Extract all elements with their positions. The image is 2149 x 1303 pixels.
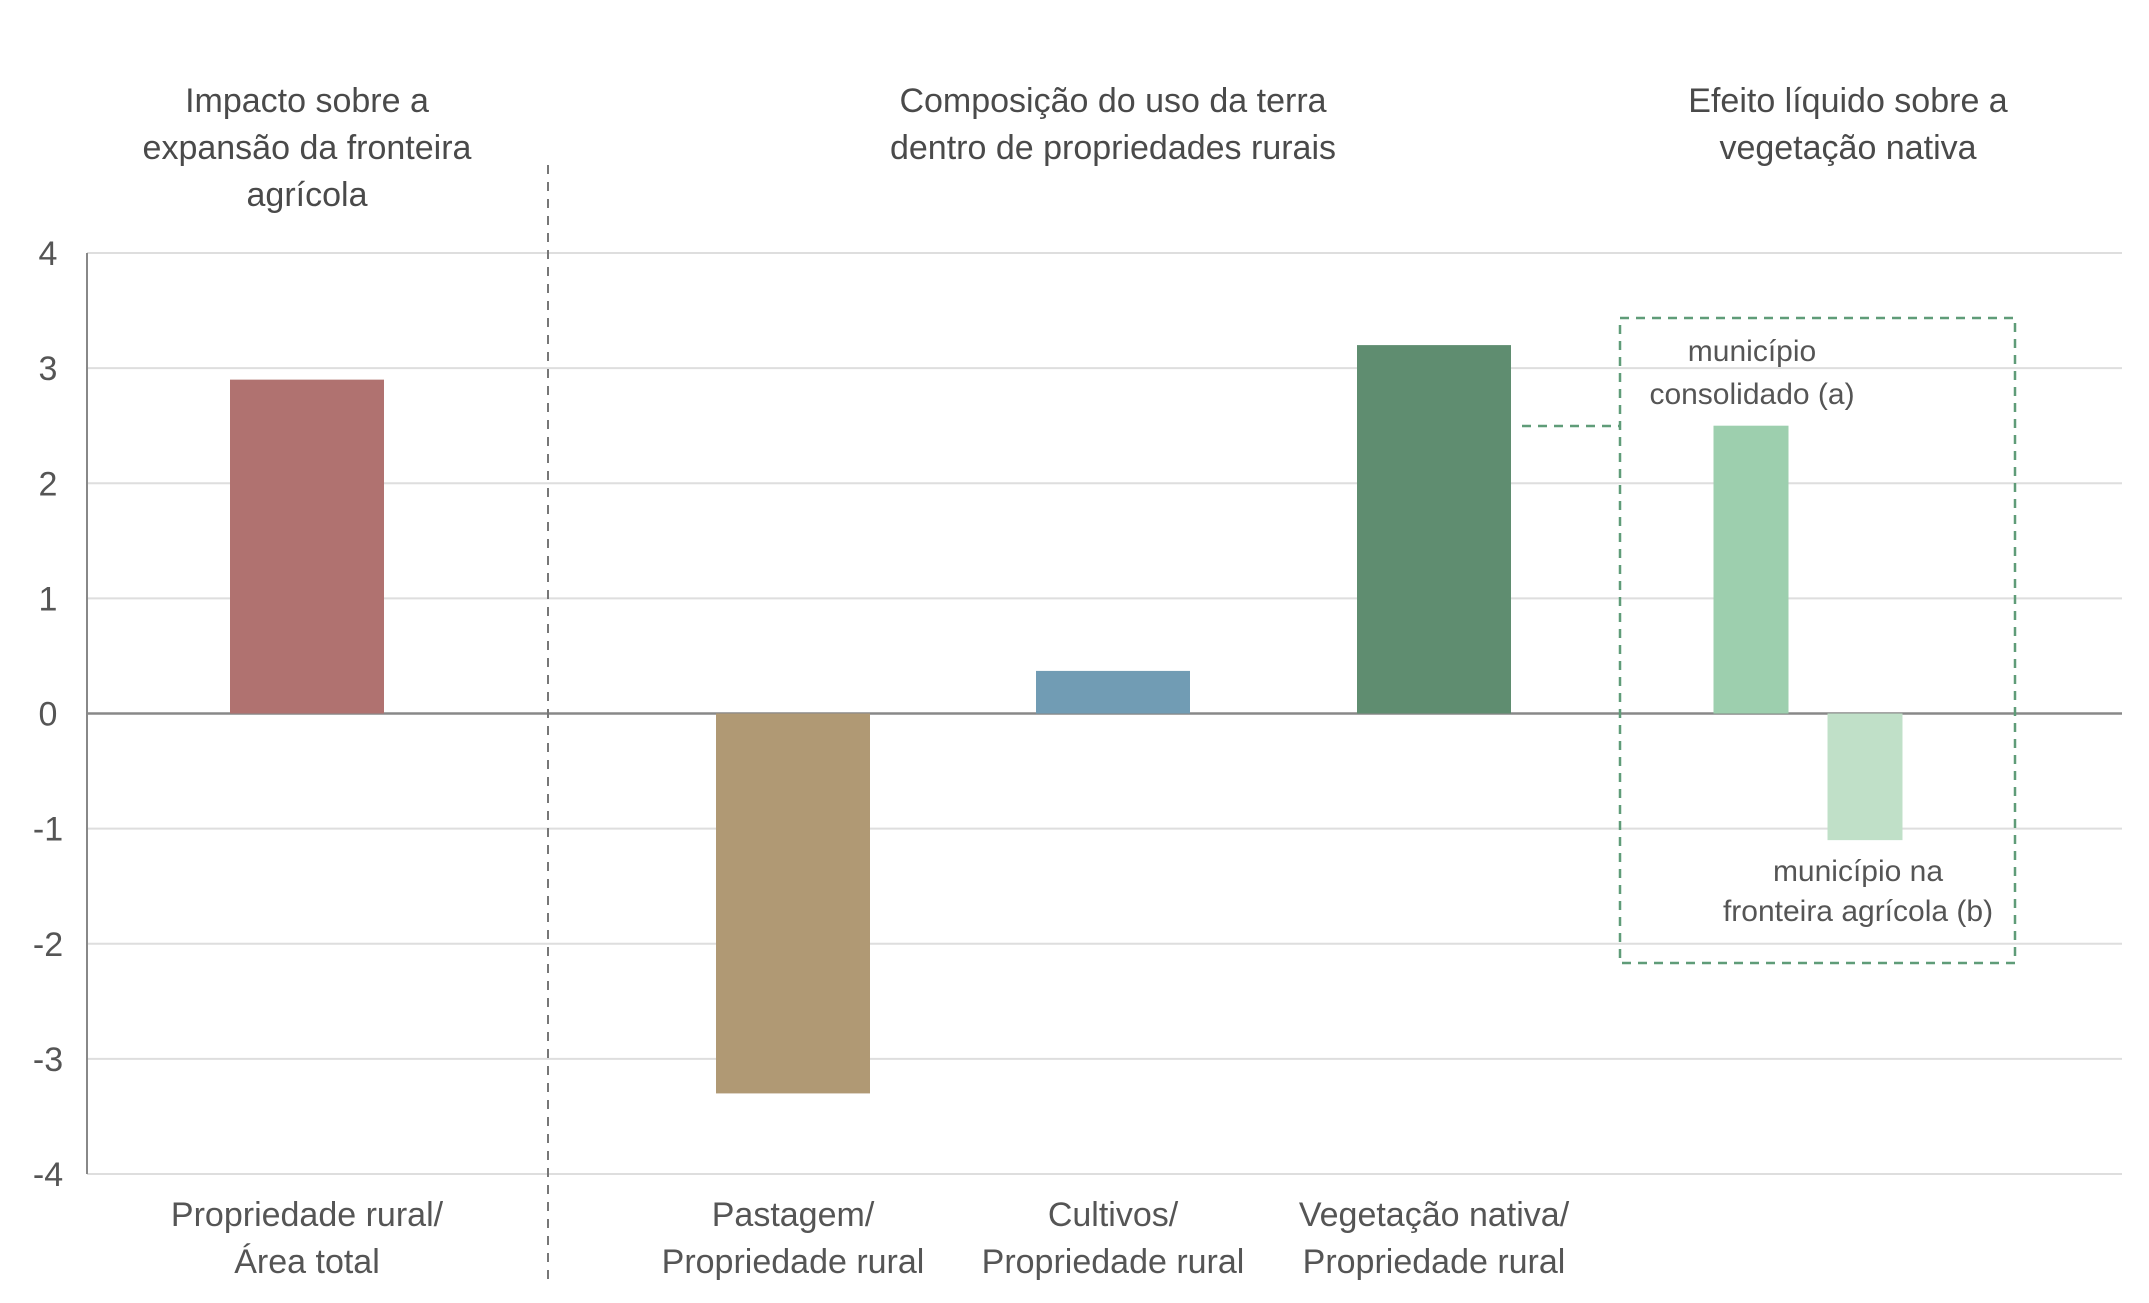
category-label-line: Vegetação nativa/ bbox=[1299, 1196, 1570, 1234]
section-title-line: agrícola bbox=[247, 176, 368, 214]
net-effect-label: município consolidado (a) bbox=[1649, 335, 1854, 411]
y-tick-label: 2 bbox=[39, 465, 58, 503]
y-tick-label: 1 bbox=[39, 580, 58, 618]
net-effect-label-line: consolidado (a) bbox=[1649, 378, 1854, 411]
section-title-line: Impacto sobre a bbox=[185, 82, 429, 120]
category-label-line: Propriedade rural/ bbox=[171, 1196, 444, 1234]
category-label-line: Cultivos/ bbox=[1048, 1196, 1179, 1234]
bar bbox=[1357, 345, 1511, 714]
section-title-line: Efeito líquido sobre a bbox=[1688, 82, 2008, 120]
category-labels: Propriedade rural/Área total Pastagem/Pro… bbox=[171, 1196, 1570, 1281]
category-label: Cultivos/Propriedade rural bbox=[982, 1196, 1245, 1281]
section-title-line: expansão da fronteira bbox=[143, 129, 472, 167]
bars bbox=[230, 345, 1903, 1094]
y-tick-label: -4 bbox=[33, 1156, 63, 1194]
section-title-line: vegetação nativa bbox=[1719, 129, 1976, 167]
net-effect-label-line: fronteira agrícola (b) bbox=[1723, 895, 1993, 928]
category-label-line: Propriedade rural bbox=[1303, 1243, 1566, 1281]
section-title: Efeito líquido sobre a vegetação nativa bbox=[1688, 82, 2008, 167]
section-title: Composição do uso da terra dentro de prop… bbox=[890, 82, 1336, 167]
gridlines bbox=[87, 252, 2122, 1175]
net-effect-bar bbox=[1827, 713, 1903, 841]
category-label: Pastagem/Propriedade rural bbox=[662, 1196, 925, 1281]
bar bbox=[230, 379, 384, 714]
category-label-line: Propriedade rural bbox=[662, 1243, 925, 1281]
section-title-line: Composição do uso da terra bbox=[899, 82, 1326, 120]
annotations: município consolidado (a) município na fron… bbox=[1522, 316, 2017, 965]
net-effect-label-line: município na bbox=[1773, 855, 1943, 888]
bar bbox=[1036, 670, 1190, 714]
y-tick-label: 0 bbox=[39, 696, 58, 734]
category-label-line: Propriedade rural bbox=[982, 1243, 1245, 1281]
y-tick-label: 3 bbox=[39, 350, 58, 388]
y-tick-label: 4 bbox=[39, 235, 58, 273]
section-title: Impacto sobre a expansão da fronteira agrí… bbox=[143, 82, 472, 214]
category-label: Vegetação nativa/Propriedade rural bbox=[1299, 1196, 1570, 1281]
section-titles: Impacto sobre a expansão da fronteira agrí… bbox=[143, 82, 2008, 214]
y-tick-label: -3 bbox=[33, 1041, 63, 1079]
net-effect-bar bbox=[1713, 425, 1789, 714]
category-label: Propriedade rural/Área total bbox=[171, 1196, 444, 1281]
section-title-line: dentro de propriedades rurais bbox=[890, 129, 1336, 167]
bar bbox=[716, 713, 870, 1094]
net-effect-label: município na fronteira agrícola (b) bbox=[1723, 855, 1993, 928]
y-tick-label: -1 bbox=[33, 811, 63, 849]
net-effect-box bbox=[1618, 316, 2017, 965]
category-label-line: Pastagem/ bbox=[712, 1196, 875, 1234]
category-label-line: Área total bbox=[234, 1243, 380, 1281]
y-tick-label: -2 bbox=[33, 926, 63, 964]
axes: 4 3 2 1 0 -1 -2 -3 -4 bbox=[33, 165, 2122, 1285]
net-effect-label-line: município bbox=[1688, 335, 1816, 368]
